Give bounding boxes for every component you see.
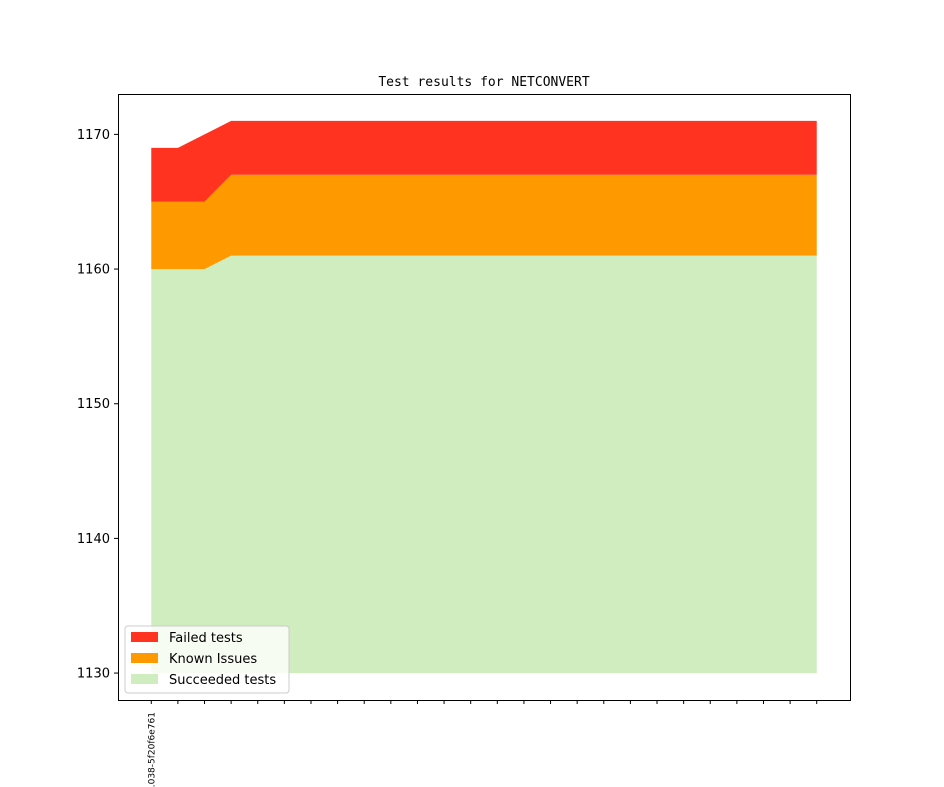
area-succeeded-tests [151,255,817,674]
area-layer [151,120,817,674]
y-tick-label: 1130 [77,667,110,682]
legend-label: Failed tests [169,631,243,646]
y-tick-label: 1160 [77,263,110,278]
plot-frame [118,94,851,701]
legend-box [124,625,290,694]
x-axis: …038-5f20f6e761 [147,700,818,787]
area-failed-tests [151,120,817,202]
y-tick-label: 1140 [77,532,110,547]
chart-title: Test results for NETCONVERT [378,75,589,90]
legend: Failed tests Known Issues Succeeded tests [124,625,290,694]
legend-label: Succeeded tests [169,673,276,688]
y-axis: 1130 1140 1150 1160 1170 [77,128,118,682]
legend-swatch [131,653,158,663]
area-known-issues [151,174,817,270]
legend-label: Known Issues [169,652,257,667]
legend-swatch [131,632,158,642]
legend-swatch [131,674,158,684]
y-tick-label: 1150 [77,397,110,412]
y-tick-label: 1170 [77,128,110,143]
x-tick-label: …038-5f20f6e761 [147,712,157,787]
